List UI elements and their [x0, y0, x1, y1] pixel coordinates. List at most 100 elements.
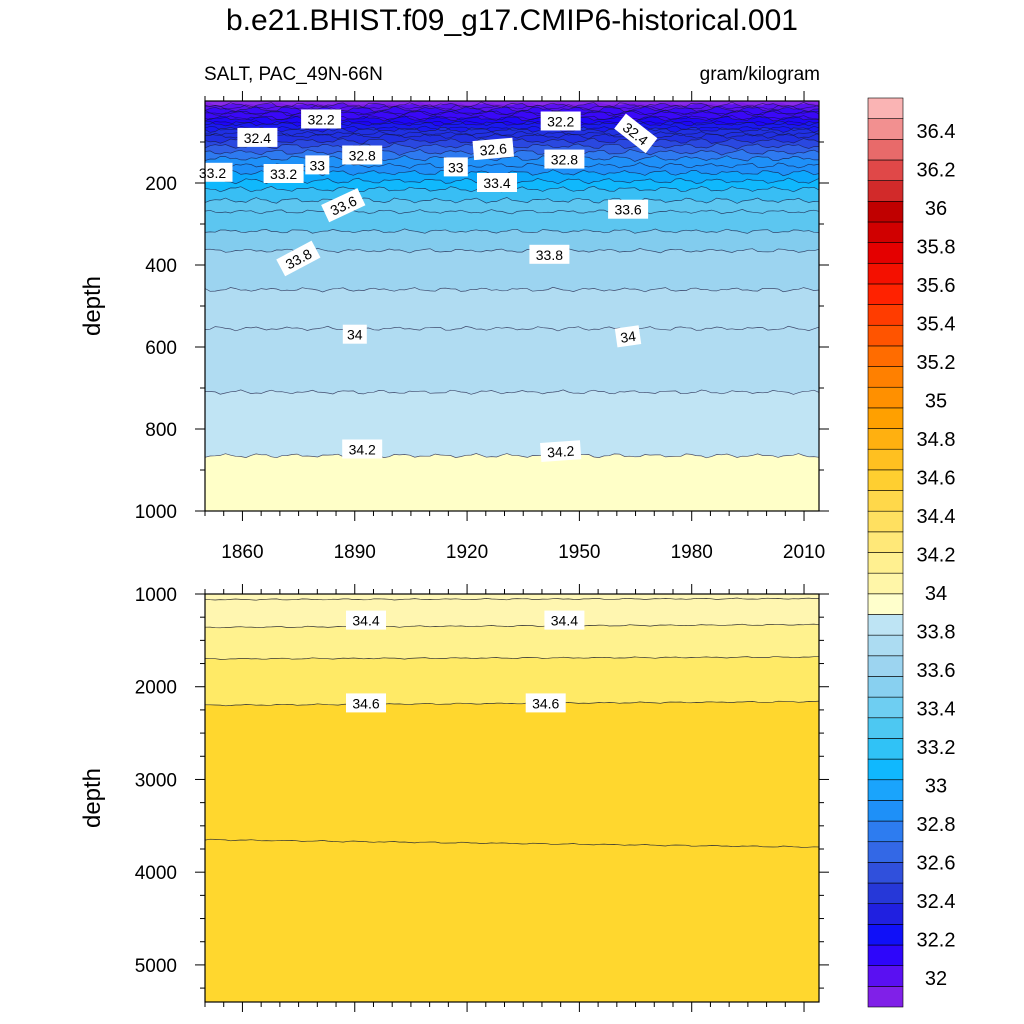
- contour-label-text: 33: [310, 157, 326, 173]
- contour-line: [205, 104, 820, 111]
- salinity-band: [205, 839, 819, 1002]
- colorbar-swatch: [867, 882, 904, 905]
- upper-panel-fills: [205, 101, 819, 512]
- contour-label: 34.6: [525, 693, 566, 713]
- colorbar-label: 32.8: [917, 814, 956, 836]
- y-tick-label: 200: [145, 174, 177, 195]
- contour-label-text: 33.4: [483, 175, 510, 191]
- chart-axes: 1860 1890 1920 1950 1980 2010 200 400 600 800 1000…: [79, 91, 829, 1012]
- y-tick-label: 4000: [135, 863, 177, 884]
- contour-label-text: 32.8: [349, 148, 376, 164]
- colorbar-label: 33.2: [917, 737, 956, 759]
- colorbar-label: 33.6: [917, 660, 956, 682]
- colorbar-label: 36: [925, 198, 947, 220]
- contour-label: 34.2: [342, 439, 383, 459]
- y-tick-label: 600: [145, 338, 177, 359]
- contour-label: 34.2: [540, 440, 582, 462]
- colorbar-label: 35: [925, 391, 947, 413]
- colorbar-swatch: [867, 159, 904, 181]
- colorbar-swatch: [867, 655, 904, 677]
- contour-label: 33: [443, 157, 468, 177]
- colorbar-swatch: [867, 924, 904, 946]
- units-label: gram/kilogram: [699, 64, 820, 85]
- y-tick-label: 5000: [135, 956, 177, 977]
- contour-line: [204, 389, 820, 395]
- contour-label-text: 33.2: [199, 165, 226, 181]
- colorbar-swatch: [867, 242, 904, 264]
- contour-label-text: 32.8: [551, 152, 578, 168]
- contour-line: [204, 597, 819, 601]
- colorbar-label: 36.4: [917, 121, 956, 143]
- colorbar-label: 34.8: [917, 429, 956, 451]
- contour-line: [204, 286, 820, 293]
- page-title: b.e21.BHIST.f09_g17.CMIP6-historical.001: [226, 4, 798, 37]
- contour-line: [205, 700, 820, 707]
- contour-label-text: 34.6: [352, 695, 379, 711]
- contour-label: 34: [614, 325, 642, 348]
- y-axis-label: depth: [79, 768, 106, 828]
- colorbar-label: 33.8: [917, 622, 956, 644]
- y-tick-label: 800: [145, 420, 177, 441]
- lower-panel-contours: [204, 597, 820, 849]
- contour-label-text: 33.8: [536, 247, 563, 263]
- contour-label: 34.4: [346, 610, 386, 630]
- colorbar-swatch: [867, 820, 904, 843]
- lower-panel-fills: [205, 594, 819, 1002]
- y-tick-label: 1000: [135, 585, 177, 606]
- contour-line: [204, 453, 820, 459]
- contour-label-text: 34.2: [547, 443, 576, 461]
- colorbar-swatch: [867, 469, 904, 491]
- x-tick-label: 1860: [221, 542, 263, 563]
- colorbar-label: 35.8: [917, 237, 956, 259]
- contour-label-text: 33.2: [270, 166, 297, 182]
- x-tick-label: 1950: [558, 542, 600, 563]
- contour-line: [205, 130, 820, 137]
- colorbar-swatch: [867, 944, 904, 966]
- colorbar-swatch: [867, 758, 904, 781]
- colorbar-swatch: [867, 531, 904, 553]
- colorbar-swatch: [867, 738, 904, 760]
- y-tick-label: 400: [145, 256, 177, 277]
- contour-label: 34.4: [544, 610, 585, 630]
- colorbar-label: 34: [925, 583, 947, 605]
- colorbar-swatch: [867, 552, 904, 574]
- colorbar-swatch: [867, 386, 904, 409]
- contour-label: 32.2: [540, 111, 581, 131]
- x-tick-label: 1890: [334, 542, 376, 563]
- colorbar-swatch: [867, 304, 904, 326]
- colorbar-swatch: [867, 717, 904, 739]
- contour-line: [204, 838, 820, 849]
- colorbar-swatch: [867, 862, 904, 884]
- colorbar-label: 34.2: [917, 545, 956, 567]
- colorbar-swatch: [867, 262, 904, 285]
- lower-panel-contour-labels: 34.4 34.4 34.6 34.6: [346, 610, 585, 713]
- colorbar-label: 36.2: [917, 160, 956, 182]
- contour-label-text: 32.2: [307, 112, 334, 128]
- colorbar-label: 34.6: [917, 468, 956, 490]
- colorbar-swatch: [867, 345, 904, 367]
- colorbar-swatch: [867, 139, 904, 161]
- colorbar-swatch: [867, 221, 904, 243]
- colorbar-label: 34.4: [917, 506, 956, 528]
- x-tick-label: 1980: [671, 542, 713, 563]
- contour-label: 33: [305, 155, 330, 175]
- x-tick-label: 2010: [783, 542, 825, 563]
- contour-label: 32.2: [301, 109, 342, 129]
- contour-label-text: 34: [619, 328, 637, 346]
- plot-frame: [204, 593, 820, 1003]
- contour-label-text: 32.6: [479, 140, 508, 158]
- contour-label: 33.8: [529, 244, 570, 264]
- y-axis-label: depth: [79, 276, 106, 336]
- colorbar-swatch: [867, 407, 904, 429]
- contour-line: [204, 209, 820, 215]
- variable-region-label: SALT, PAC_49N-66N: [204, 64, 383, 85]
- contour-label: 33.6: [608, 199, 649, 219]
- colorbar-swatch: [867, 593, 904, 615]
- colorbar-label: 32.2: [917, 930, 956, 952]
- contour-label-text: 33: [448, 159, 464, 175]
- colorbar-swatch: [867, 572, 904, 595]
- salinity-band: [205, 453, 819, 511]
- colorbar-swatch: [867, 903, 904, 925]
